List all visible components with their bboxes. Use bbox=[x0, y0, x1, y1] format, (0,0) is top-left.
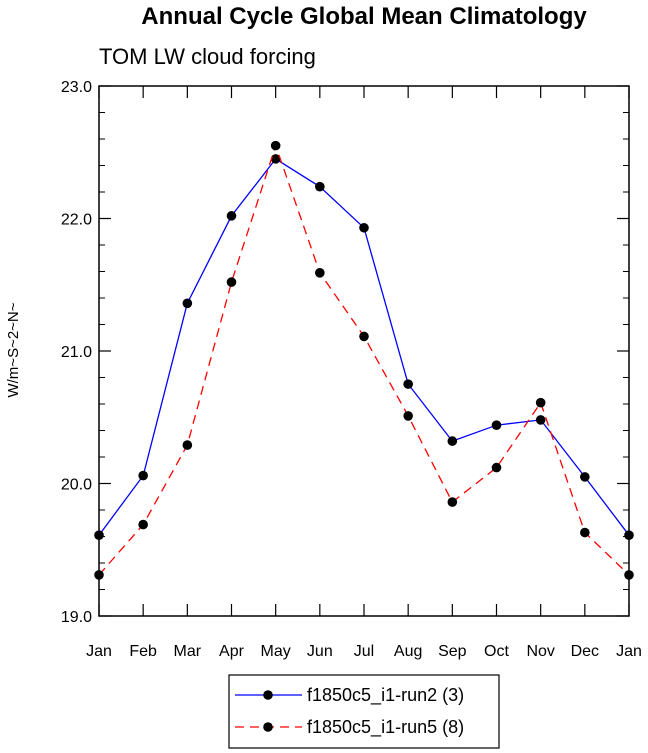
series-2-point bbox=[535, 397, 546, 408]
series-2-point bbox=[447, 497, 458, 507]
x-tick-label: Dec bbox=[571, 643, 599, 660]
x-tick-label: Sep bbox=[438, 643, 467, 660]
series-1-point bbox=[491, 420, 502, 431]
series-1-point bbox=[270, 154, 281, 164]
series-layer bbox=[94, 140, 634, 580]
x-tick-label: Jan bbox=[86, 643, 112, 660]
x-tick-label: Nov bbox=[526, 643, 554, 660]
legend-marker-series-2 bbox=[263, 722, 273, 732]
x-tick-label: Apr bbox=[219, 643, 245, 660]
x-tick-label: Jul bbox=[354, 643, 374, 660]
x-tick-label: Jan bbox=[616, 643, 642, 660]
y-tick-label: 21.0 bbox=[61, 344, 92, 361]
x-tick-labels: Jan Feb Mar Apr May Jun Jul Aug Sep Oct Nov Dec Jan bbox=[86, 643, 642, 660]
legend: f1850c5_i1-run2 (3) f1850c5_i1-run5 (8) bbox=[228, 674, 500, 749]
legend-marker-series-1 bbox=[263, 690, 273, 700]
y-tick-label: 23.0 bbox=[61, 79, 92, 96]
legend-label-series-1: f1850c5_i1-run2 (3) bbox=[307, 685, 464, 706]
series-2-point bbox=[403, 411, 413, 421]
legend-label-series-2: f1850c5_i1-run5 (8) bbox=[307, 717, 464, 738]
x-tick-label: Jun bbox=[307, 643, 333, 660]
x-tick-label: Aug bbox=[394, 643, 422, 660]
x-tick-label: Feb bbox=[129, 643, 157, 660]
y-tick-label: 19.0 bbox=[61, 609, 92, 626]
x-tick-label: May bbox=[261, 643, 291, 660]
x-tick-label: Oct bbox=[484, 643, 509, 660]
chart-subtitle: TOM LW cloud forcing bbox=[99, 44, 316, 69]
y-tick-label: 20.0 bbox=[61, 477, 92, 494]
series-1-point bbox=[182, 298, 193, 309]
series-1-point bbox=[359, 222, 369, 233]
series-2-point bbox=[359, 331, 369, 342]
series-line-1 bbox=[98, 158, 630, 536]
series-1-point bbox=[580, 472, 590, 482]
plot-frame bbox=[98, 85, 630, 617]
series-1-point bbox=[535, 415, 546, 425]
x-tick-label: Mar bbox=[174, 643, 202, 660]
y-tick-labels: 19.0 20.0 21.0 22.0 23.0 bbox=[61, 79, 92, 626]
axis-ticks bbox=[98, 85, 630, 617]
series-2-point bbox=[580, 527, 590, 538]
series-1-point bbox=[447, 436, 458, 446]
series-2-point bbox=[270, 140, 281, 151]
series-2-point bbox=[182, 440, 193, 450]
series-2-point bbox=[138, 519, 148, 530]
series-line-2 bbox=[98, 143, 630, 576]
series-2-point bbox=[315, 268, 325, 278]
series-1-point bbox=[138, 470, 148, 481]
series-1-point bbox=[403, 379, 413, 389]
series-1-point bbox=[226, 211, 237, 221]
series-1-point bbox=[315, 181, 325, 192]
series-2-point bbox=[226, 277, 237, 287]
series-2-point bbox=[491, 462, 502, 473]
legend-box bbox=[228, 674, 500, 749]
chart-title: Annual Cycle Global Mean Climatology bbox=[141, 3, 587, 30]
y-axis-label: W/m~S~2~N~ bbox=[5, 302, 22, 397]
y-tick-label: 22.0 bbox=[61, 212, 92, 229]
